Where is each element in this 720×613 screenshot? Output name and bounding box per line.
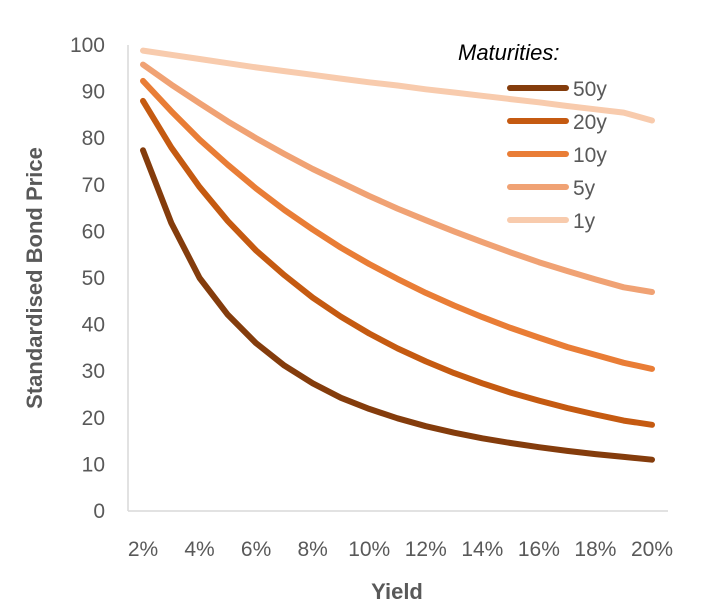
x-tick-label: 10% bbox=[348, 538, 390, 561]
x-tick-label: 6% bbox=[241, 538, 271, 561]
chart: 0 10 20 30 40 50 60 70 80 90 100 2% 4% 6% 8% 10% 12% 14%… bbox=[0, 0, 720, 613]
x-tick-label: 16% bbox=[518, 538, 560, 561]
y-tick-label: 80 bbox=[82, 127, 105, 150]
x-tick-label: 8% bbox=[297, 538, 327, 561]
x-tick-label: 4% bbox=[184, 538, 214, 561]
y-tick-label: 40 bbox=[82, 314, 105, 337]
y-tick-label: 0 bbox=[93, 500, 105, 523]
y-tick-label: 50 bbox=[82, 267, 105, 290]
y-tick-label: 70 bbox=[82, 174, 105, 197]
y-tick-label: 90 bbox=[82, 81, 105, 104]
y-tick-label: 100 bbox=[70, 34, 105, 57]
y-tick-label: 30 bbox=[82, 360, 105, 383]
bond-price-chart: 0 10 20 30 40 50 60 70 80 90 100 2% 4% 6% 8% 10% 12% 14%… bbox=[0, 0, 720, 613]
legend-label-1y: 1y bbox=[573, 210, 596, 233]
legend-label-50y: 50y bbox=[573, 78, 607, 101]
x-tick-label: 2% bbox=[128, 538, 158, 561]
legend-label-20y: 20y bbox=[573, 111, 607, 134]
y-tick-label: 10 bbox=[82, 453, 105, 476]
legend: Maturities: 50y 20y 10y 5y 1y bbox=[458, 40, 607, 233]
x-tick-label: 18% bbox=[574, 538, 616, 561]
y-tick-label: 20 bbox=[82, 407, 105, 430]
legend-label-10y: 10y bbox=[573, 144, 607, 167]
legend-label-5y: 5y bbox=[573, 177, 596, 200]
y-tick-label: 60 bbox=[82, 220, 105, 243]
y-tick-labels: 0 10 20 30 40 50 60 70 80 90 100 bbox=[70, 34, 105, 523]
legend-title: Maturities: bbox=[458, 40, 559, 65]
x-tick-label: 14% bbox=[461, 538, 503, 561]
x-axis-title: Yield bbox=[371, 579, 423, 604]
y-axis-title: Standardised Bond Price bbox=[22, 147, 47, 409]
x-tick-label: 20% bbox=[631, 538, 673, 561]
x-tick-labels: 2% 4% 6% 8% 10% 12% 14% 16% 18% 20% bbox=[128, 538, 673, 561]
x-tick-label: 12% bbox=[405, 538, 447, 561]
